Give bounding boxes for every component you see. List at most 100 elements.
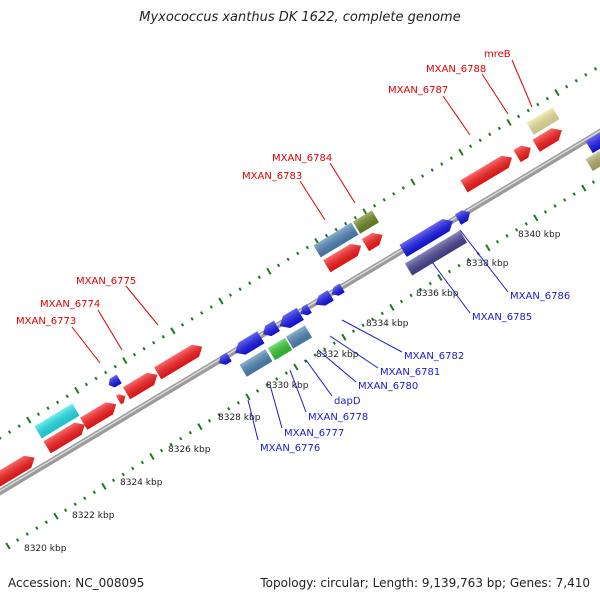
minor-tick <box>572 192 576 196</box>
leader-line <box>329 162 356 204</box>
kbp-label: 8324 kbp <box>120 478 163 488</box>
kbp-label: 8328 kbp <box>218 413 261 423</box>
gene-misc <box>526 107 560 135</box>
minor-tick <box>111 478 116 483</box>
minor-tick <box>296 251 300 256</box>
major-tick <box>554 89 560 97</box>
minor-tick <box>46 406 50 411</box>
gene-reverse <box>331 283 345 296</box>
genome-summary-text: Topology: circular; Length: 9,139,763 bp… <box>260 576 590 590</box>
minor-tick <box>65 394 69 399</box>
minor-tick <box>428 281 432 286</box>
gene-forward <box>154 344 203 380</box>
minor-tick <box>15 538 20 542</box>
minor-tick <box>63 508 68 513</box>
minor-tick <box>113 364 117 369</box>
gene-reverse <box>263 320 280 337</box>
minor-tick <box>17 424 21 428</box>
major-tick <box>362 208 368 216</box>
gene-reverse <box>315 290 334 306</box>
minor-tick <box>104 370 108 375</box>
gene-label-forward: MXAN_6774 <box>40 299 100 310</box>
minor-tick <box>275 377 279 381</box>
minor-tick <box>55 400 60 405</box>
major-tick <box>101 482 107 490</box>
minor-tick <box>7 430 12 434</box>
minor-tick <box>495 239 500 244</box>
leader-line <box>71 326 101 364</box>
minor-tick <box>334 227 338 232</box>
leader-line <box>125 285 159 326</box>
genes <box>0 107 600 489</box>
minor-tick <box>488 132 492 137</box>
minor-tick <box>574 78 578 83</box>
minor-tick <box>190 317 194 321</box>
minor-tick <box>131 466 135 471</box>
minor-tick <box>227 406 231 411</box>
gene-misc <box>404 230 468 276</box>
gene-reverse <box>218 352 232 365</box>
minor-tick <box>505 233 509 238</box>
gene-reverse <box>399 219 453 257</box>
leader-line <box>442 95 471 136</box>
major-tick <box>26 416 32 424</box>
accession-text: Accession: NC_008095 <box>8 576 145 590</box>
gene-reverse <box>454 210 471 225</box>
minor-tick <box>468 144 473 149</box>
gene-forward <box>460 155 513 193</box>
leader-line <box>299 180 326 221</box>
minor-tick <box>584 72 588 77</box>
gene-forward <box>80 402 117 430</box>
gene-label-forward: mreB <box>484 49 511 60</box>
gene-label-forward: MXAN_6783 <box>242 171 302 182</box>
leader-line <box>269 384 283 429</box>
minor-tick <box>371 317 375 322</box>
major-tick <box>122 357 128 365</box>
minor-tick <box>94 376 98 381</box>
major-tick <box>218 297 224 305</box>
leader-line <box>511 59 533 108</box>
minor-tick <box>207 418 212 423</box>
gene-label-forward: MXAN_6773 <box>16 316 76 327</box>
minor-tick <box>44 520 49 524</box>
minor-tick <box>84 382 89 387</box>
minor-tick <box>401 186 405 190</box>
minor-tick <box>180 323 185 327</box>
gene-label-reverse: MXAN_6776 <box>260 443 320 454</box>
major-tick <box>5 542 11 550</box>
minor-tick <box>236 401 240 405</box>
gene-misc <box>352 210 380 234</box>
minor-tick <box>248 281 252 285</box>
minor-tick <box>457 263 461 268</box>
kbp-label: 8332 kbp <box>316 350 359 360</box>
minor-tick <box>361 323 365 328</box>
minor-tick <box>447 269 452 274</box>
minor-tick <box>515 228 519 232</box>
kbp-label: 8336 kbp <box>416 289 459 299</box>
minor-tick <box>440 162 444 166</box>
major-tick <box>149 453 155 461</box>
genome-backbone-highlight <box>0 130 600 492</box>
leader-line <box>247 399 259 441</box>
major-tick <box>581 184 587 192</box>
leader-line <box>431 261 471 314</box>
minor-tick <box>419 287 423 292</box>
gene-label-forward: MXAN_6775 <box>76 276 136 287</box>
minor-tick <box>430 168 434 172</box>
gene-reverse <box>300 304 312 316</box>
major-tick <box>341 333 347 341</box>
gene-rna <box>285 325 313 349</box>
minor-tick <box>478 138 482 143</box>
gene-forward <box>0 455 35 489</box>
leader-line <box>97 309 123 351</box>
minor-tick <box>516 114 521 119</box>
minor-tick <box>449 156 454 160</box>
minor-tick <box>152 340 156 345</box>
minor-tick <box>323 347 327 351</box>
minor-tick <box>209 305 213 309</box>
minor-tick <box>562 198 567 202</box>
minor-tick <box>73 502 77 507</box>
minor-tick <box>161 334 165 339</box>
gene-label-reverse: MXAN_6781 <box>380 367 440 378</box>
